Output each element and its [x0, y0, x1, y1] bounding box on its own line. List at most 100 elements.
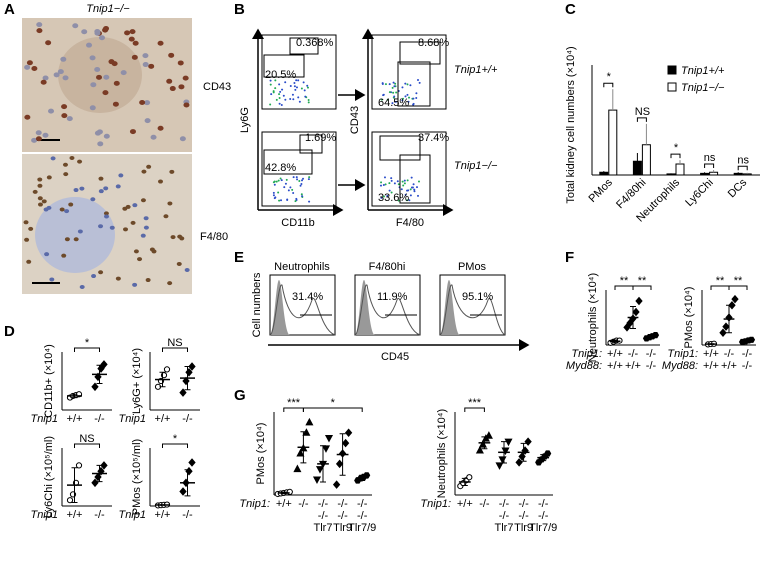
population-label: F4/80hi: [369, 261, 406, 273]
significance-bracket: [74, 443, 100, 448]
category-label: -/-: [518, 510, 529, 522]
sd-bar: [96, 364, 103, 384]
flow-event: [382, 94, 385, 97]
flow-event: [289, 97, 292, 100]
cell: [177, 234, 183, 239]
cell: [64, 237, 70, 242]
flow-event: [295, 176, 298, 179]
glomerulus: [35, 197, 115, 273]
flow-event: [404, 95, 407, 98]
sd-bar: [339, 433, 346, 476]
flow-event: [384, 183, 387, 186]
gate: [263, 149, 313, 175]
legend-label: Tnip1−/−: [681, 82, 725, 94]
cell: [118, 173, 124, 178]
data-point: [293, 464, 302, 473]
cell: [57, 69, 64, 75]
cell: [94, 29, 101, 35]
sd-bar: [300, 431, 307, 464]
flow-event: [281, 88, 284, 91]
cell: [89, 55, 96, 61]
flow-event: [294, 200, 297, 203]
flow-event: [397, 199, 400, 202]
flow-event: [392, 91, 395, 94]
data-point: [501, 447, 510, 456]
sd-bar: [744, 339, 750, 343]
category-label: -/-: [518, 498, 529, 510]
cell: [129, 29, 136, 35]
genotype: Tnip1−/−: [86, 3, 130, 15]
cell: [50, 156, 56, 161]
bar: [675, 163, 685, 176]
flow-event: [308, 200, 311, 203]
row-label: Tnip1:: [667, 348, 698, 360]
flow-event: [415, 97, 418, 100]
cell: [141, 169, 147, 174]
flow-event: [303, 89, 306, 92]
legend-swatch: [667, 82, 677, 92]
flow-event: [274, 87, 277, 90]
flow-event: [308, 176, 311, 179]
flow-event: [278, 102, 281, 105]
category-label: -/-: [479, 498, 490, 510]
x-tick-label: DCs: [726, 176, 750, 200]
category-label: -/-: [318, 498, 329, 510]
flow-event: [393, 182, 396, 185]
cell: [129, 129, 136, 135]
gate-percent: 31.4%: [292, 291, 323, 303]
category-label: -/-: [182, 413, 193, 425]
data-point: [188, 458, 196, 467]
flow-event: [380, 196, 383, 199]
data-point: [478, 440, 487, 448]
significance-bracket: [162, 443, 188, 448]
panel-label: B: [234, 1, 245, 18]
significance-label: ***: [287, 397, 301, 409]
category-label: +/+: [155, 413, 171, 425]
flow-event: [295, 86, 298, 89]
bar: [733, 172, 743, 176]
flow-event: [278, 199, 281, 202]
category-label: -/-: [357, 510, 368, 522]
sd-bar: [708, 343, 714, 345]
row-label: Tnip1: [118, 413, 146, 425]
flow-event: [406, 199, 409, 202]
significance-label: ns: [737, 154, 749, 166]
sd-bar: [501, 441, 507, 464]
cell: [72, 23, 79, 29]
data-point: [722, 322, 730, 331]
significance-bracket: [728, 285, 748, 290]
cell: [178, 84, 185, 90]
cell: [45, 40, 52, 46]
cell: [98, 189, 104, 194]
flow-event: [393, 95, 396, 98]
y-axis-label: Ly6Chi (×10⁵/ml): [43, 436, 55, 518]
cell: [49, 277, 55, 282]
cell: [91, 274, 97, 279]
cell: [104, 214, 110, 219]
category-label: -/-: [742, 348, 753, 360]
cell: [61, 253, 67, 258]
data-point: [495, 462, 504, 470]
flow-event: [402, 184, 405, 187]
gate: [397, 61, 431, 107]
cell: [130, 220, 136, 225]
data-point: [179, 388, 187, 397]
row-label: Tnip1:: [239, 498, 270, 510]
cell: [94, 67, 101, 73]
cell: [42, 132, 49, 138]
flow-event: [299, 184, 302, 187]
flow-event: [306, 84, 309, 87]
data-point: [315, 466, 325, 474]
cell: [36, 22, 43, 28]
sd-bar: [184, 469, 191, 497]
flow-event: [412, 97, 415, 100]
significance-label: **: [638, 275, 647, 287]
flow-event: [379, 184, 382, 187]
cell: [123, 227, 129, 232]
data-point: [163, 366, 171, 373]
cell: [167, 281, 173, 286]
flow-event: [391, 102, 394, 105]
flow-event: [300, 193, 303, 196]
cell: [37, 196, 43, 201]
cell: [86, 42, 93, 48]
